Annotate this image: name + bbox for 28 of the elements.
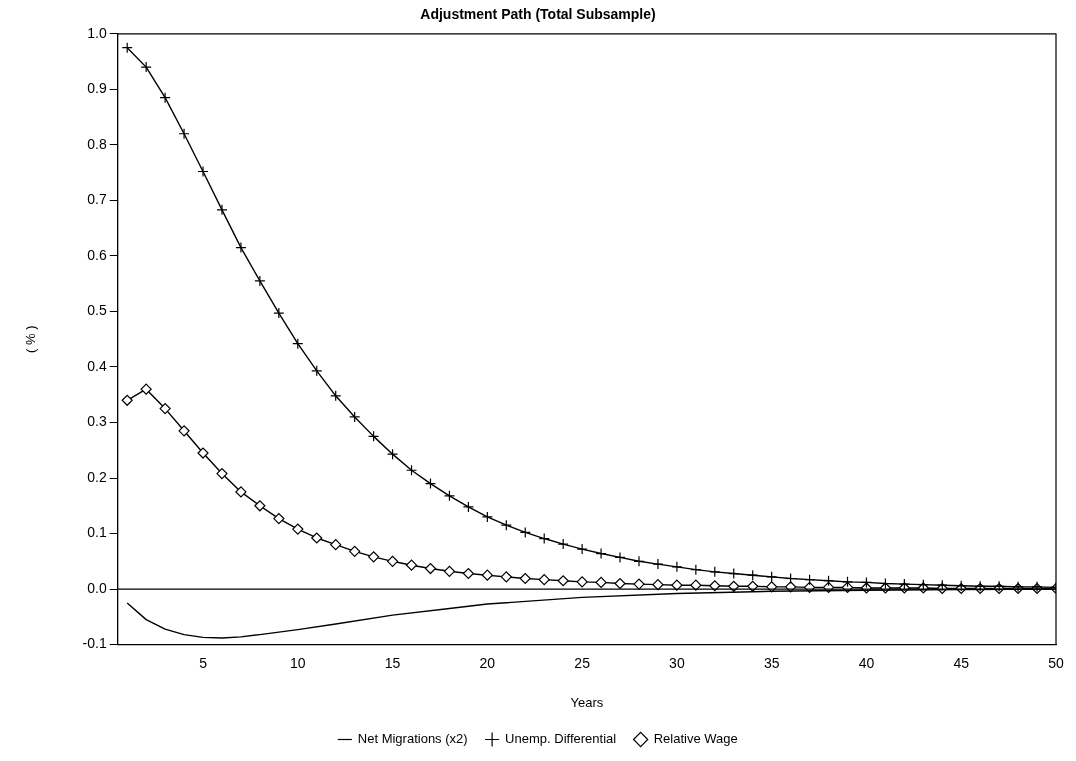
x-tick-label: 30	[669, 654, 685, 671]
y-axis-title: ( % )	[23, 325, 39, 353]
x-tick-label: 15	[384, 654, 401, 671]
x-tick-label: 10	[290, 654, 306, 671]
y-tick-label: -0.1	[82, 635, 107, 652]
y-tick-label: 0.2	[87, 468, 107, 485]
x-axis-title: Years	[570, 694, 604, 710]
legend-label: Net Migrations (x2)	[357, 731, 468, 747]
y-tick-label: 0.0	[87, 579, 107, 596]
y-tick-label: 0.3	[87, 413, 107, 430]
y-tick-label: 0.8	[87, 135, 107, 152]
legend-label: Unemp. Differential	[505, 731, 617, 747]
y-tick-label: 0.7	[87, 191, 107, 208]
x-tick-label: 45	[953, 654, 970, 671]
y-tick-label: 0.6	[87, 246, 107, 263]
y-tick-label: 0.9	[87, 80, 107, 97]
y-tick-label: 0.1	[87, 524, 107, 541]
x-tick-label: 5	[199, 654, 208, 671]
x-tick-label: 35	[763, 654, 780, 671]
x-tick-label: 40	[858, 654, 875, 671]
y-tick-label: 0.5	[87, 302, 107, 319]
legend-label: Relative Wage	[653, 731, 738, 747]
y-tick-label: 1.0	[87, 24, 107, 41]
x-tick-label: 25	[574, 654, 591, 671]
x-tick-label: 20	[479, 654, 496, 671]
x-tick-label: 50	[1048, 654, 1064, 671]
chart-title: Adjustment Path (Total Subsample)	[420, 6, 656, 23]
y-tick-label: 0.4	[87, 357, 107, 374]
